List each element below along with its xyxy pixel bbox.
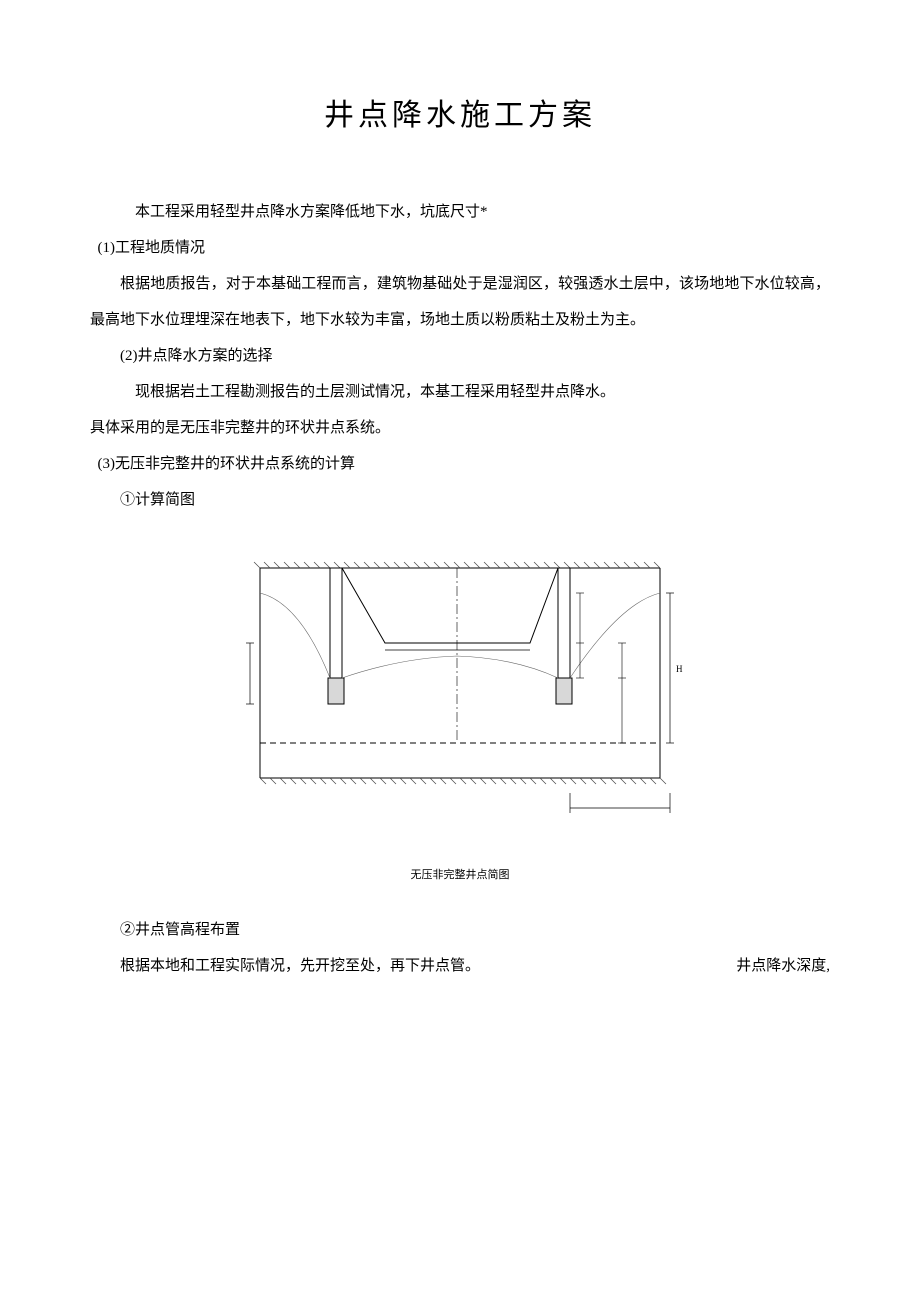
diagram-container: H (90, 548, 830, 848)
section-3-sub2-body: 根据本地和工程实际情况，先开挖至处，再下井点管。 井点降水深度, (90, 948, 830, 984)
s3-sub2-text-b: 井点降水深度, (736, 948, 830, 984)
s3-sub2-text-a: 根据本地和工程实际情况，先开挖至处，再下井点管。 (120, 948, 480, 984)
section-2-label: (2)井点降水方案的选择 (90, 338, 830, 374)
section-1-body: 根据地质报告，对于本基础工程而言，建筑物基础处于是湿润区，较强透水土层中，该场地… (90, 266, 830, 338)
intro-paragraph: 本工程采用轻型井点降水方案降低地下水，坑底尺寸* (90, 194, 830, 230)
section-1-label: (1)工程地质情况 (98, 230, 831, 266)
svg-text:H: H (676, 664, 683, 674)
section-2-body-line1: 现根据岩土工程勘测报告的土层测试情况，本基工程采用轻型井点降水。 (90, 374, 830, 410)
document-title: 井点降水施工方案 (90, 90, 830, 134)
diagram-caption: 无压非完整井点简图 (90, 866, 830, 882)
wellpoint-diagram: H (230, 548, 690, 848)
section-3-label: (3)无压非完整井的环状井点系统的计算 (98, 446, 831, 482)
section-3-sub1: ①计算简图 (90, 482, 830, 518)
section-2-body-line2: 具体采用的是无压非完整井的环状井点系统。 (90, 410, 830, 446)
section-3-sub2: ②井点管高程布置 (90, 912, 830, 948)
document-page: 井点降水施工方案 本工程采用轻型井点降水方案降低地下水，坑底尺寸* (1)工程地… (0, 0, 920, 1044)
